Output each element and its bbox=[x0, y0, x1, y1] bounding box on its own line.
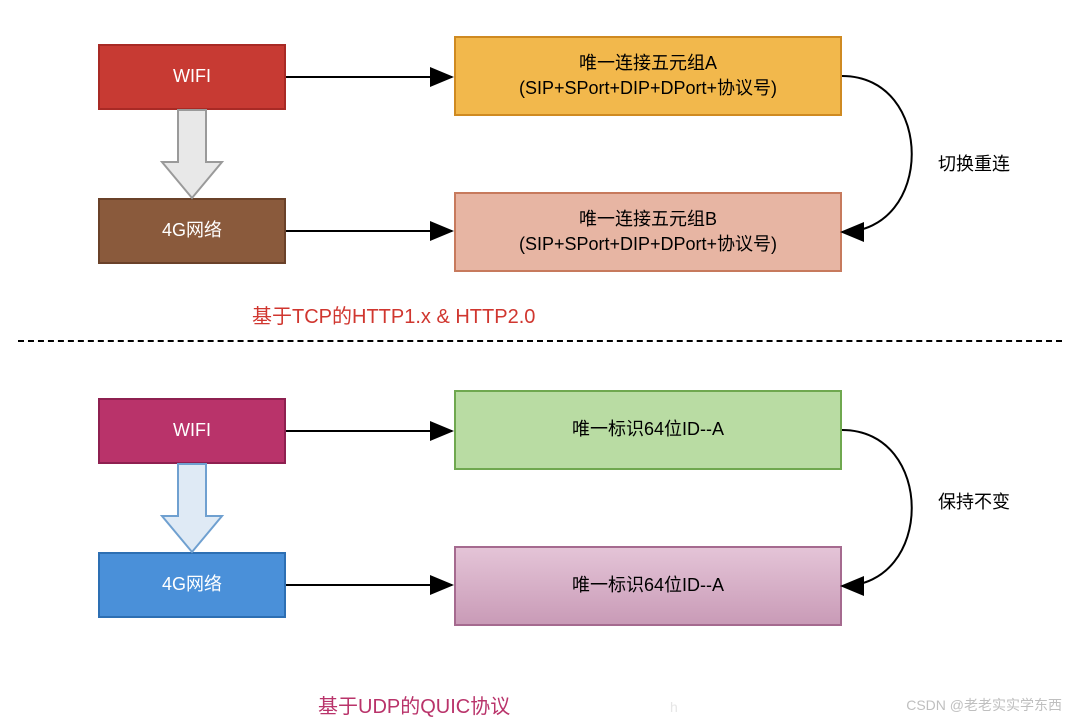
node-line1: 唯一连接五元组A bbox=[579, 51, 717, 76]
side-label-top: 切换重连 bbox=[938, 150, 1010, 176]
node-wifi-top: WIFI bbox=[98, 44, 286, 110]
section-divider bbox=[18, 340, 1062, 342]
node-4g-top: 4G网络 bbox=[98, 198, 286, 264]
node-label: 4G网络 bbox=[162, 218, 222, 243]
node-tuple-b: 唯一连接五元组B (SIP+SPort+DIP+DPort+协议号) bbox=[454, 192, 842, 272]
block-arrow-top bbox=[162, 110, 222, 198]
node-line1: 唯一标识64位ID--A bbox=[572, 573, 724, 598]
curve-top bbox=[842, 76, 912, 232]
node-quic-b: 唯一标识64位ID--A bbox=[454, 546, 842, 626]
node-tuple-a: 唯一连接五元组A (SIP+SPort+DIP+DPort+协议号) bbox=[454, 36, 842, 116]
node-quic-a: 唯一标识64位ID--A bbox=[454, 390, 842, 470]
watermark: CSDN @老老实实学东西 bbox=[906, 695, 1062, 715]
caption-top: 基于TCP的HTTP1.x & HTTP2.0 bbox=[252, 300, 535, 329]
node-label: WIFI bbox=[173, 64, 211, 89]
node-label: WIFI bbox=[173, 418, 211, 443]
diagram-root: WIFI 4G网络 唯一连接五元组A (SIP+SPort+DIP+DPort+… bbox=[0, 0, 1080, 723]
node-line1: 唯一连接五元组B bbox=[579, 207, 717, 232]
curve-bottom bbox=[842, 430, 912, 586]
watermark-faint: h bbox=[670, 699, 678, 715]
node-line2: (SIP+SPort+DIP+DPort+协议号) bbox=[519, 76, 777, 101]
block-arrow-bottom bbox=[162, 464, 222, 552]
side-label-bottom: 保持不变 bbox=[938, 488, 1010, 514]
node-line2: (SIP+SPort+DIP+DPort+协议号) bbox=[519, 232, 777, 257]
node-line1: 唯一标识64位ID--A bbox=[572, 417, 724, 442]
node-4g-bot: 4G网络 bbox=[98, 552, 286, 618]
node-label: 4G网络 bbox=[162, 572, 222, 597]
caption-bottom: 基于UDP的QUIC协议 bbox=[318, 690, 510, 719]
node-wifi-bot: WIFI bbox=[98, 398, 286, 464]
